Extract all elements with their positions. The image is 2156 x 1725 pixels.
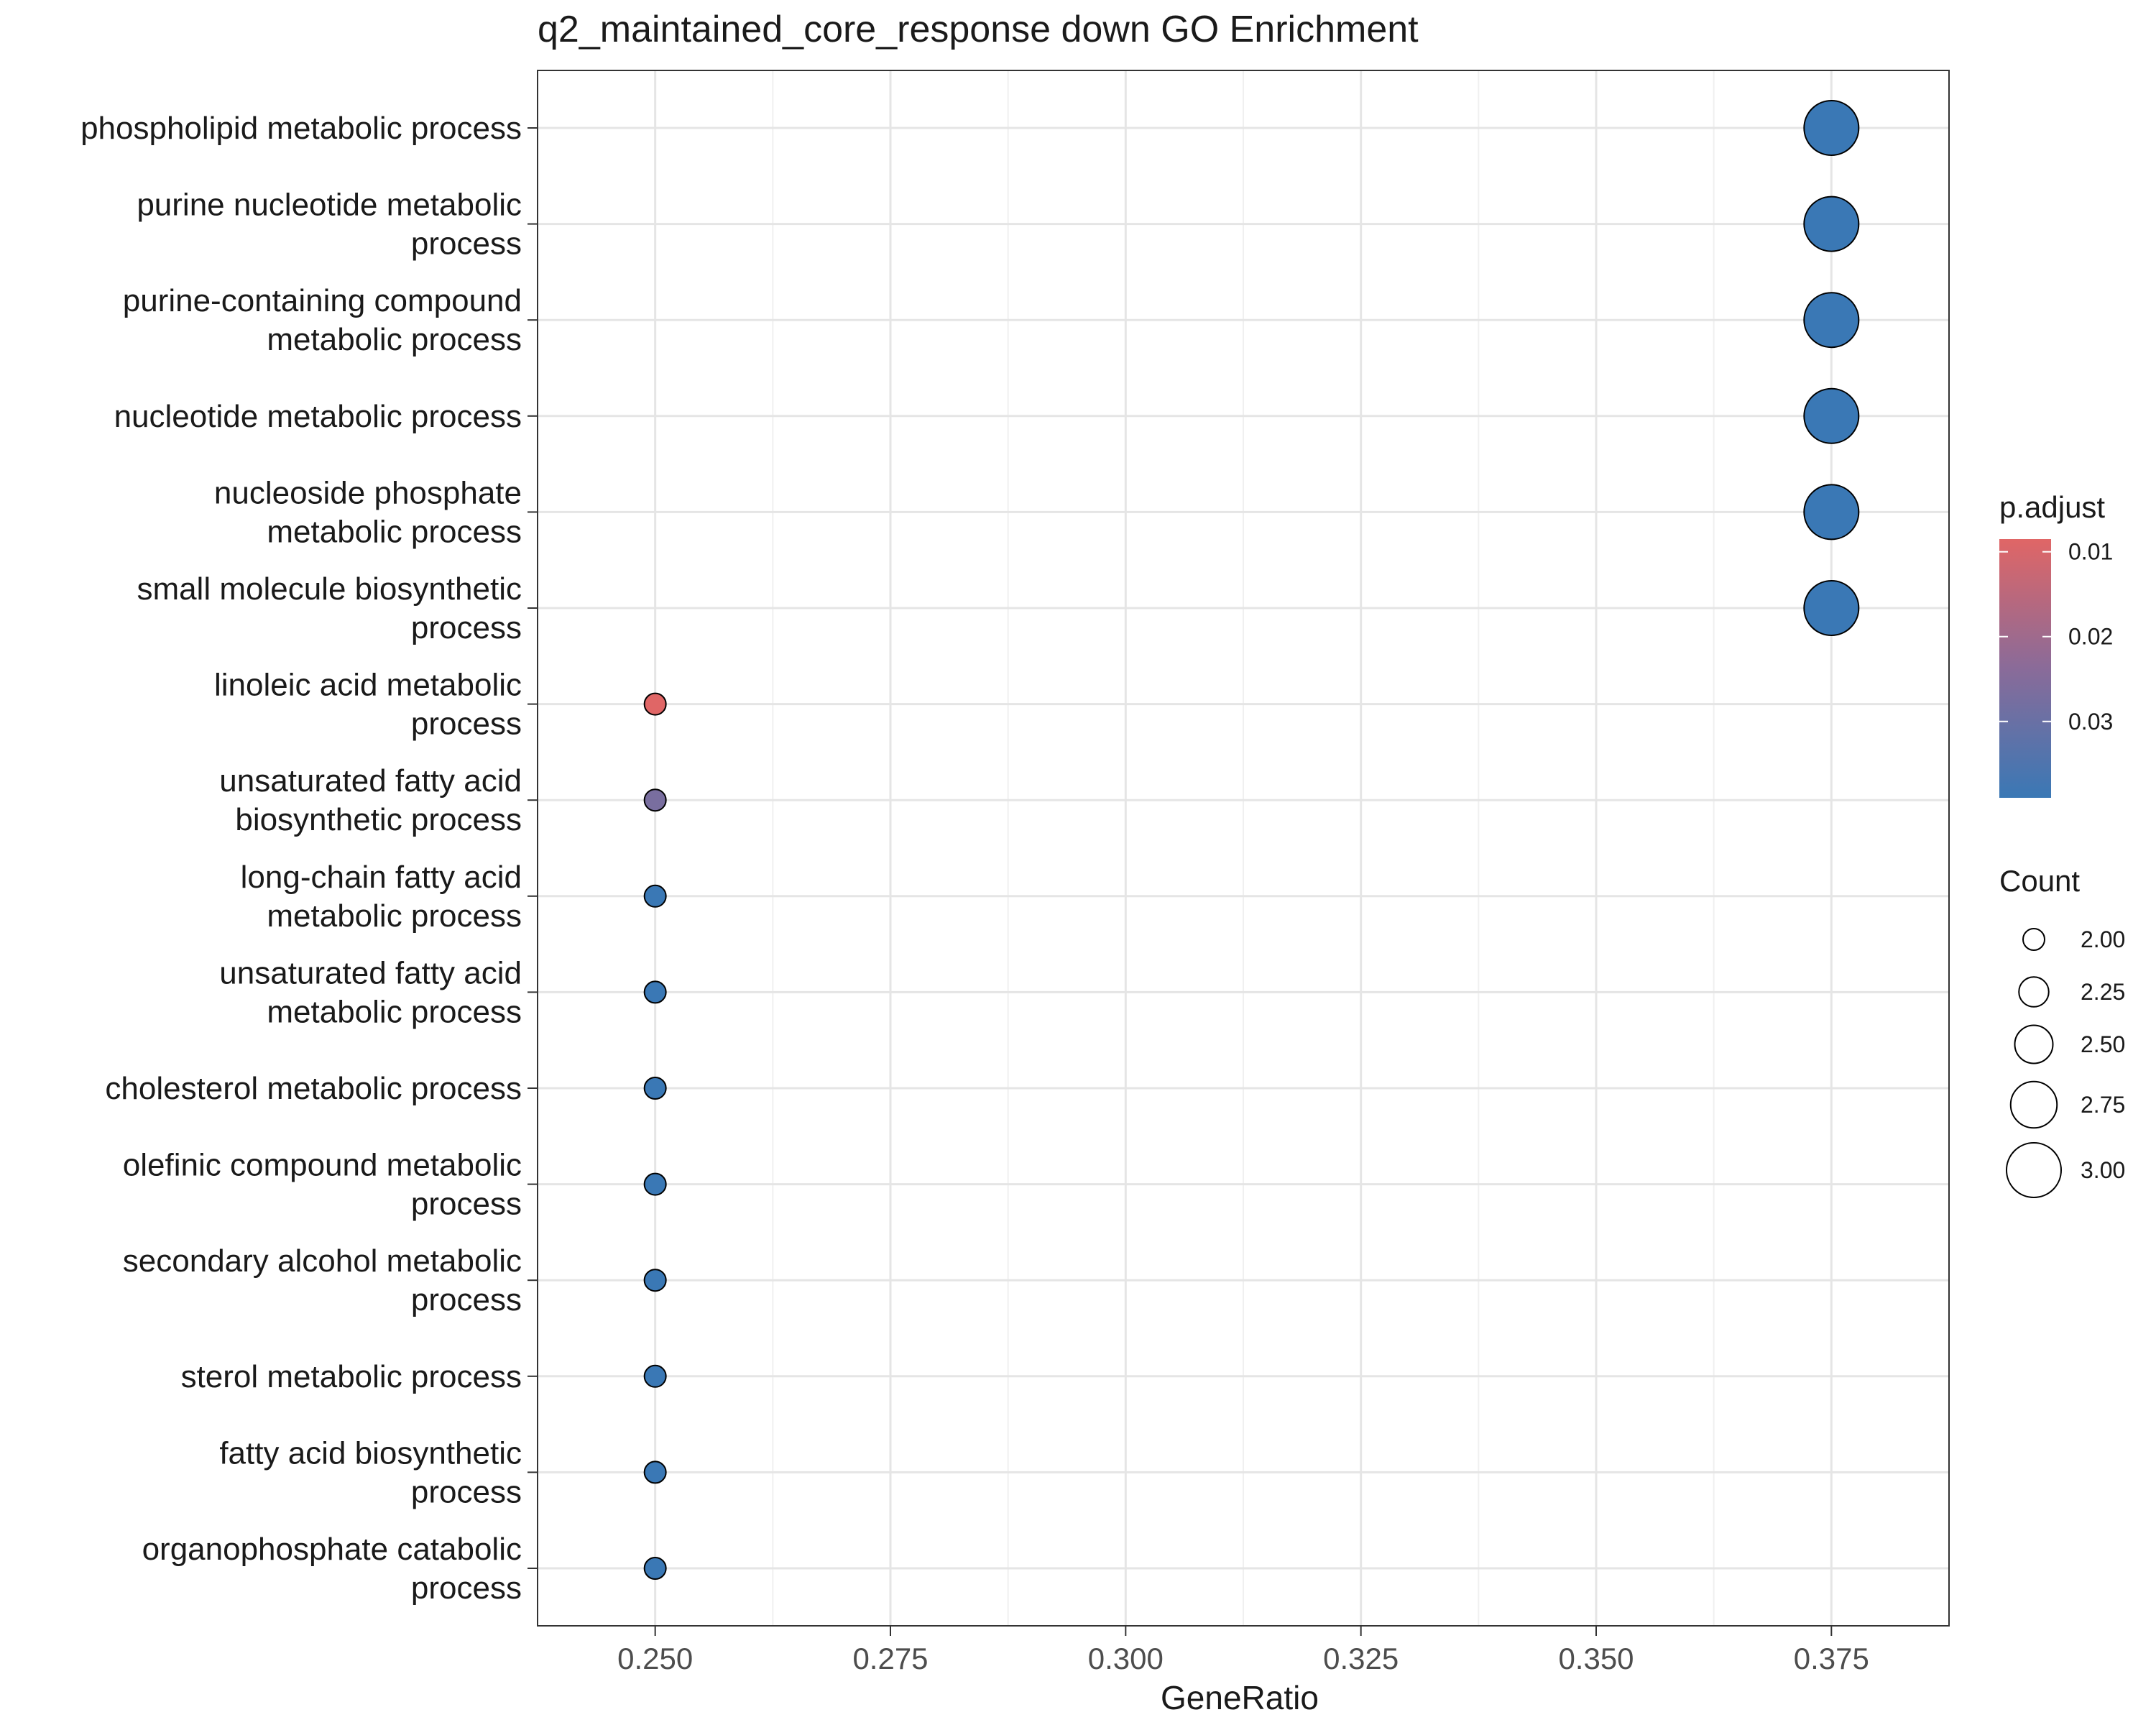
count-legend-label: 3.00 [2081, 1157, 2125, 1183]
y-tick-label: phospholipid metabolic process [80, 111, 522, 146]
colorbar-tick-label: 0.03 [2068, 709, 2113, 735]
y-tick-label: olefinic compound metabolic process [123, 1148, 522, 1222]
data-point [643, 1172, 667, 1196]
data-point [1803, 580, 1860, 636]
data-point [643, 692, 667, 716]
count-legend-label: 2.50 [2081, 1031, 2125, 1057]
data-point [643, 980, 667, 1004]
data-point [643, 1077, 667, 1100]
data-point [1803, 484, 1860, 540]
data-point [643, 1364, 667, 1388]
x-axis-ticks: 0.250 0.275 0.300 0.325 0.350 0.375 [617, 1626, 1869, 1675]
x-tick-label: 0.375 [1794, 1642, 1869, 1675]
y-tick-label: nucleoside phosphate metabolic process [214, 475, 522, 549]
plot-panel [537, 70, 1950, 1627]
count-legend-label: 2.75 [2081, 1092, 2125, 1118]
data-point [1803, 100, 1860, 156]
count-legend: Count 2.00 2.25 2.50 2.75 3.00 [1999, 864, 2125, 1198]
p-adjust-legend: p.adjust 0.01 0.02 0.03 [1999, 490, 2113, 798]
p-adjust-colorbar-ticks: 0.01 0.02 0.03 [1999, 539, 2113, 735]
count-legend-title: Count [1999, 864, 2080, 898]
x-tick-label: 0.325 [1323, 1642, 1399, 1675]
x-tick-label: 0.250 [617, 1642, 693, 1675]
colorbar-tick-label: 0.01 [2068, 539, 2113, 565]
data-point [643, 1269, 667, 1292]
y-tick-label: unsaturated fatty acid metabolic process [219, 955, 522, 1029]
y-tick-label: organophosphate catabolic process [142, 1532, 522, 1606]
count-legend-circle [2009, 1080, 2058, 1129]
y-tick-label: linoleic acid metabolic process [214, 668, 522, 742]
y-axis-labels: phospholipid metabolic process purine nuc… [80, 111, 538, 1606]
grid [538, 70, 1949, 1626]
data-point [643, 884, 667, 908]
data-point [643, 1557, 667, 1580]
y-tick-label: unsaturated fatty acid biosynthetic proce… [219, 763, 522, 837]
p-adjust-legend-title: p.adjust [1999, 490, 2105, 524]
y-tick-label: cholesterol metabolic process [105, 1071, 522, 1106]
count-legend-circle [2014, 1024, 2054, 1064]
data-points [643, 100, 1860, 1580]
x-tick-label: 0.350 [1558, 1642, 1634, 1675]
count-legend-label: 2.25 [2081, 979, 2125, 1005]
count-legend-keys: 2.00 2.25 2.50 2.75 3.00 [2006, 926, 2125, 1198]
count-legend-circle [2006, 1142, 2062, 1198]
colorbar-tick-label: 0.02 [2068, 624, 2113, 650]
y-tick-label: fatty acid biosynthetic process [219, 1435, 522, 1509]
y-tick-label: nucleotide metabolic process [114, 399, 522, 434]
y-tick-label: long-chain fatty acid metabolic process [241, 860, 522, 934]
chart-title: q2_maintained_core_response down GO Enri… [538, 9, 1419, 50]
data-point [643, 788, 667, 812]
count-legend-label: 2.00 [2081, 926, 2125, 952]
count-legend-circle [2018, 976, 2050, 1008]
count-legend-circle [2022, 928, 2045, 951]
data-point [643, 1460, 667, 1484]
y-tick-label: purine-containing compound metabolic proc… [123, 283, 522, 357]
data-point [1803, 292, 1860, 349]
x-axis-title: GeneRatio [1161, 1679, 1319, 1716]
y-tick-label: sterol metabolic process [181, 1359, 522, 1394]
data-point [1803, 196, 1860, 252]
p-adjust-colorbar [1999, 539, 2051, 798]
data-point [1803, 387, 1860, 444]
y-tick-label: purine nucleotide metabolic process [137, 188, 522, 262]
y-tick-label: small molecule biosynthetic process [137, 571, 522, 645]
y-tick-label: secondary alcohol metabolic process [123, 1243, 522, 1317]
x-tick-label: 0.275 [852, 1642, 928, 1675]
x-tick-label: 0.300 [1088, 1642, 1164, 1675]
